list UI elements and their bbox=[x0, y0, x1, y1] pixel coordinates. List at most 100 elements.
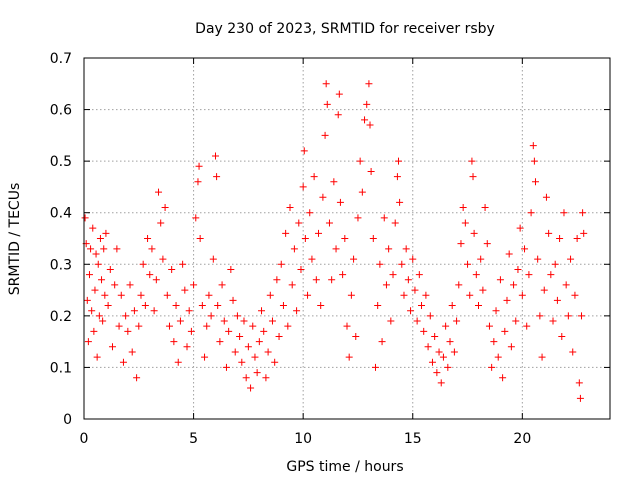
data-point bbox=[433, 369, 441, 377]
data-point bbox=[310, 173, 318, 181]
y-tick-label: 0 bbox=[63, 412, 72, 428]
data-point bbox=[117, 291, 125, 299]
data-point bbox=[192, 214, 200, 222]
data-point bbox=[90, 327, 98, 335]
data-point bbox=[159, 255, 167, 263]
data-point bbox=[96, 235, 104, 242]
data-point bbox=[315, 229, 323, 237]
data-point bbox=[300, 147, 308, 155]
data-point bbox=[374, 302, 382, 310]
data-point bbox=[457, 240, 465, 248]
data-point bbox=[100, 245, 108, 253]
y-tick-label: 0.2 bbox=[50, 309, 72, 325]
data-point bbox=[461, 219, 469, 227]
data-point bbox=[225, 327, 233, 335]
data-point bbox=[330, 178, 338, 186]
data-point bbox=[442, 322, 450, 330]
data-point bbox=[323, 100, 331, 108]
data-point bbox=[179, 260, 187, 268]
data-point bbox=[551, 260, 559, 268]
data-point bbox=[501, 327, 509, 335]
data-point bbox=[376, 260, 384, 268]
data-point bbox=[268, 317, 276, 325]
data-point bbox=[422, 291, 430, 299]
data-point bbox=[312, 276, 320, 284]
data-point bbox=[301, 235, 309, 242]
data-point bbox=[195, 162, 203, 170]
data-point bbox=[84, 338, 92, 346]
data-point bbox=[545, 229, 553, 237]
data-point bbox=[477, 255, 485, 263]
data-point bbox=[83, 296, 91, 304]
data-point bbox=[525, 271, 533, 279]
data-point bbox=[251, 353, 259, 361]
data-point bbox=[527, 209, 535, 217]
data-point bbox=[409, 255, 417, 263]
data-point bbox=[275, 332, 283, 340]
data-point bbox=[516, 224, 524, 232]
data-point bbox=[580, 229, 588, 237]
data-point bbox=[453, 317, 461, 325]
data-point bbox=[361, 116, 369, 124]
data-point bbox=[415, 271, 423, 279]
data-point bbox=[435, 348, 443, 356]
data-point bbox=[92, 250, 100, 258]
data-point bbox=[466, 291, 474, 299]
data-point bbox=[402, 245, 410, 253]
data-point bbox=[141, 302, 149, 310]
data-point bbox=[450, 348, 458, 356]
data-point bbox=[185, 307, 193, 315]
data-point bbox=[492, 307, 500, 315]
data-point bbox=[111, 281, 119, 289]
x-axis-label: GPS time / hours bbox=[286, 459, 403, 475]
data-point bbox=[514, 265, 522, 273]
data-point bbox=[470, 229, 478, 237]
data-point bbox=[102, 229, 110, 237]
data-point bbox=[507, 343, 515, 351]
x-tick-label: 5 bbox=[189, 431, 198, 447]
data-point bbox=[448, 302, 456, 310]
y-tick-label: 0.4 bbox=[50, 206, 72, 222]
data-point bbox=[152, 276, 160, 284]
data-point bbox=[321, 131, 329, 139]
data-point bbox=[286, 204, 294, 212]
data-point bbox=[183, 343, 191, 351]
data-point bbox=[418, 302, 426, 310]
tick-labels: 0 0.1 0.2 0.3 0.4 0.5 0.6 0.7 0 5 10 15 20 bbox=[50, 51, 532, 447]
data-point bbox=[547, 271, 555, 279]
data-point bbox=[207, 312, 215, 320]
data-points bbox=[81, 80, 588, 402]
x-tick-label: 20 bbox=[513, 431, 531, 447]
data-point bbox=[124, 327, 132, 335]
data-point bbox=[424, 343, 432, 351]
plot-border bbox=[83, 57, 611, 420]
data-point bbox=[540, 286, 548, 294]
data-point bbox=[503, 296, 511, 304]
data-point bbox=[538, 353, 546, 361]
data-point bbox=[308, 255, 316, 263]
data-point bbox=[328, 276, 336, 284]
data-point bbox=[174, 358, 182, 366]
data-point bbox=[88, 307, 96, 315]
data-point bbox=[325, 219, 333, 227]
data-point bbox=[148, 245, 156, 253]
x-tick-label: 10 bbox=[294, 431, 312, 447]
data-point bbox=[479, 286, 487, 294]
data-point bbox=[146, 271, 154, 279]
data-point bbox=[220, 317, 228, 325]
data-point bbox=[198, 302, 206, 310]
data-point bbox=[113, 245, 121, 253]
data-point bbox=[536, 312, 544, 320]
data-point bbox=[385, 245, 393, 253]
data-point bbox=[562, 281, 570, 289]
data-point bbox=[420, 327, 428, 335]
data-point bbox=[295, 219, 303, 227]
data-point bbox=[367, 167, 375, 175]
data-point bbox=[115, 322, 123, 330]
data-point bbox=[106, 265, 114, 273]
data-point bbox=[304, 291, 312, 299]
data-point bbox=[266, 291, 274, 299]
data-point bbox=[395, 157, 403, 165]
data-point bbox=[93, 353, 101, 361]
data-point bbox=[455, 281, 463, 289]
